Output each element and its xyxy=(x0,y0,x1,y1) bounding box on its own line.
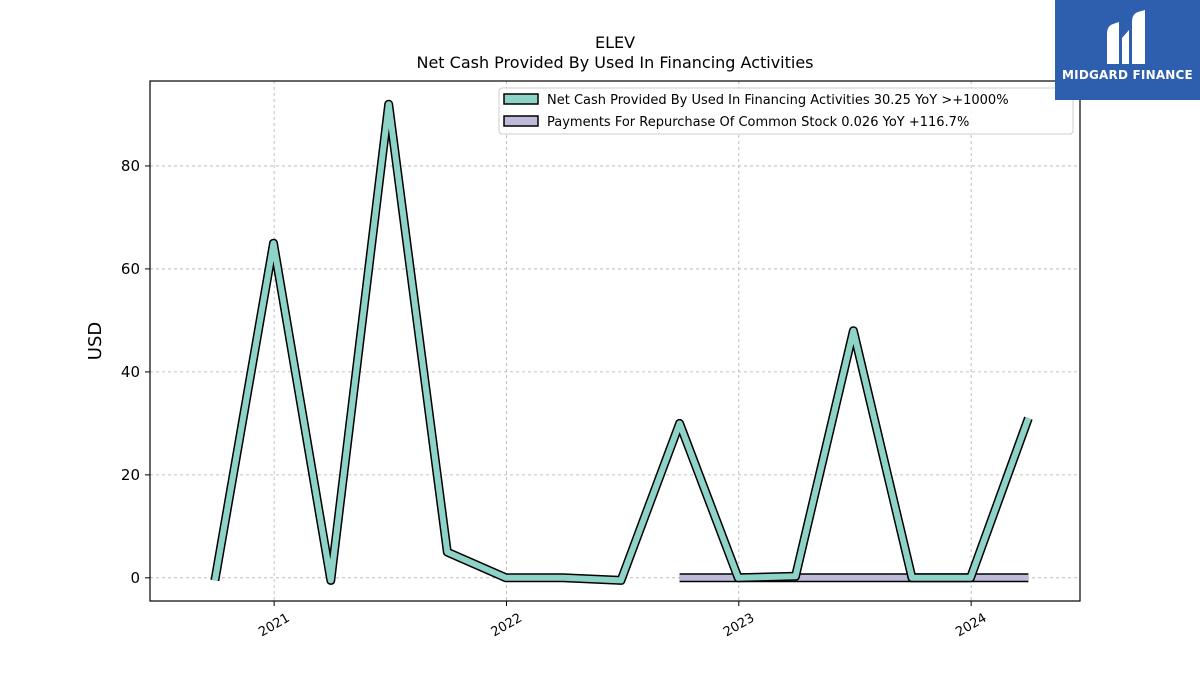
grid-lines xyxy=(150,81,1080,601)
x-tick-label: 2024 xyxy=(953,611,989,641)
x-tick-label: 2022 xyxy=(489,611,525,641)
brand-logo: MIDGARD FINANCE xyxy=(1055,0,1200,100)
y-tick-label: 40 xyxy=(121,363,140,381)
y-axis-label: USD xyxy=(85,322,106,360)
x-axis: 2021 2022 2023 2024 xyxy=(256,601,989,640)
legend: Net Cash Provided By Used In Financing A… xyxy=(498,87,1074,135)
y-tick-label: 60 xyxy=(121,260,140,278)
legend-swatch-net-cash xyxy=(503,93,539,105)
series-line-net-cash-provided-by-used-in-financing-activities xyxy=(211,101,1032,584)
legend-frame xyxy=(498,87,1074,135)
legend-label-net-cash: Net Cash Provided By Used In Financing A… xyxy=(547,93,1009,108)
y-axis: 0 20 40 60 80 xyxy=(121,157,150,587)
x-tick-label: 2021 xyxy=(256,611,292,641)
y-tick-label: 80 xyxy=(121,157,140,175)
y-tick-label: 0 xyxy=(130,569,140,587)
chart-subtitle: Net Cash Provided By Used In Financing A… xyxy=(416,53,813,72)
plot-area xyxy=(149,80,1081,602)
legend-swatch-repurchase xyxy=(503,115,539,127)
y-tick-label: 20 xyxy=(121,466,140,484)
legend-label-repurchase: Payments For Repurchase Of Common Stock … xyxy=(547,115,969,130)
chart-title: ELEV xyxy=(595,33,635,52)
logo-mark-icon xyxy=(1107,10,1145,64)
series-layer xyxy=(210,99,1033,585)
logo-text: MIDGARD FINANCE xyxy=(1062,68,1193,82)
x-tick-label: 2023 xyxy=(721,611,757,641)
